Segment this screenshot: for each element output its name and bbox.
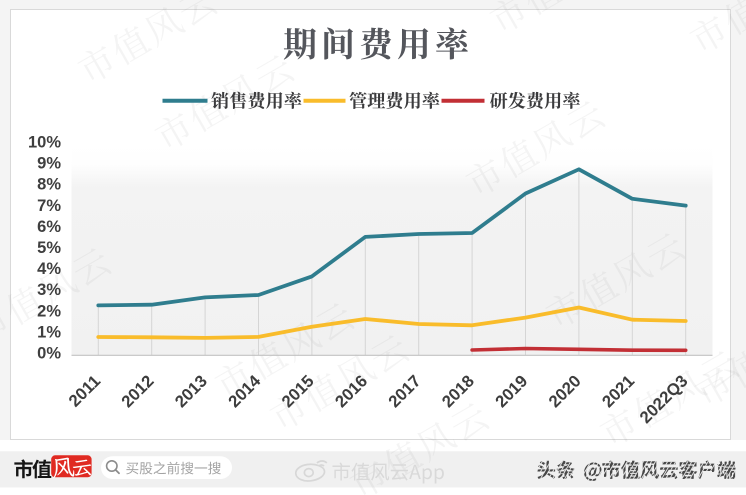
svg-text:6%: 6% <box>37 218 61 236</box>
svg-text:7%: 7% <box>37 197 61 215</box>
svg-text:2%: 2% <box>37 302 61 320</box>
svg-text:3%: 3% <box>37 281 61 299</box>
svg-text:0%: 0% <box>37 345 61 363</box>
svg-text:1%: 1% <box>37 323 61 341</box>
svg-text:5%: 5% <box>37 239 61 257</box>
svg-text:9%: 9% <box>37 155 61 173</box>
svg-text:10%: 10% <box>28 134 61 152</box>
svg-text:4%: 4% <box>37 260 61 278</box>
svg-text:8%: 8% <box>37 176 61 194</box>
